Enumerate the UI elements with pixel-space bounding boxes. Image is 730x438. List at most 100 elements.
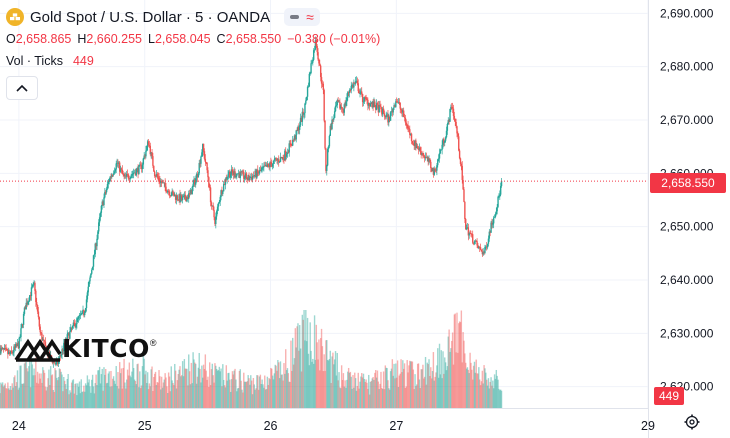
volume-bar	[355, 390, 358, 408]
volume-bar	[245, 382, 248, 408]
volume-bar	[412, 369, 415, 408]
volume-bar	[84, 391, 86, 408]
y-tick-label: 2,630.000	[660, 326, 714, 340]
candle-body	[20, 328, 22, 338]
candle-body	[168, 191, 171, 196]
candle-body	[404, 117, 407, 123]
volume-bar	[438, 343, 441, 408]
volume-bar	[316, 342, 318, 408]
candle-body	[212, 205, 214, 211]
volume-bar	[65, 388, 68, 408]
volume-bar	[349, 371, 352, 408]
volume-bar	[133, 379, 136, 408]
candle-body	[180, 195, 182, 202]
volume-bar	[472, 365, 475, 408]
candle-body	[90, 273, 92, 278]
candle-body	[400, 108, 402, 110]
volume-bar	[368, 374, 370, 408]
candle-body	[335, 105, 338, 106]
candle-body	[451, 106, 453, 108]
volume-bar	[447, 336, 449, 408]
volume-bar	[102, 390, 104, 408]
volume-bar	[340, 365, 343, 408]
volume-bar	[416, 363, 419, 408]
volume-bar	[430, 367, 432, 408]
candle-body	[91, 266, 94, 270]
candle-body	[159, 180, 161, 183]
candle-body	[286, 152, 289, 155]
volume-bar	[213, 382, 215, 408]
volume-bar	[74, 384, 76, 408]
candle-body	[387, 114, 389, 123]
volume-bar	[318, 339, 320, 408]
candle-body	[338, 101, 340, 103]
candle-body	[423, 156, 426, 159]
collapse-legend-button[interactable]	[6, 76, 38, 100]
volume-bar	[388, 388, 390, 408]
candle-body	[216, 206, 219, 212]
candle-body	[174, 194, 177, 200]
volume-bar	[370, 380, 373, 408]
volume-bar	[142, 355, 145, 408]
candle-body	[1, 347, 3, 349]
candle-body	[326, 149, 329, 166]
candle-body	[221, 190, 223, 194]
volume-bar	[304, 340, 306, 408]
candle-body	[19, 337, 21, 338]
volume-bar	[359, 381, 361, 408]
time-axis[interactable]: 24 25 26 27 29	[0, 408, 655, 434]
candle-body	[487, 238, 490, 244]
volume-bar	[153, 373, 156, 408]
candle-body	[143, 155, 145, 159]
volume-bar	[72, 379, 75, 408]
candle-body	[181, 195, 183, 201]
candle-body	[68, 332, 70, 339]
candle-body	[111, 174, 113, 177]
volume-bar	[450, 348, 452, 408]
candle-body	[214, 217, 216, 224]
volume-bar	[474, 372, 477, 408]
volume-bar	[340, 388, 342, 408]
volume-bar	[306, 317, 309, 408]
candle-body	[460, 163, 463, 166]
candle-body	[372, 101, 374, 108]
volume-bar	[321, 346, 324, 408]
volume-bar	[75, 383, 77, 408]
volume-bar	[495, 369, 498, 408]
volume-bar	[114, 383, 117, 408]
symbol-title[interactable]: Gold Spot / U.S. Dollar · 5 · OANDA	[30, 8, 271, 26]
candle-body	[444, 140, 446, 143]
candle-body	[63, 342, 66, 344]
volume-bar	[99, 383, 102, 408]
volume-bar	[302, 319, 304, 408]
volume-bar	[10, 389, 13, 408]
candle-body	[192, 184, 194, 187]
price-axis[interactable]: 2,690.0002,680.0002,670.0002,660.0002,65…	[648, 0, 714, 438]
volume-bar	[278, 362, 280, 408]
market-status-pill[interactable]: ≈	[284, 8, 320, 26]
volume-bar	[125, 388, 127, 408]
candle-body	[381, 109, 383, 115]
chart-settings-button[interactable]	[682, 412, 702, 432]
candle-body	[407, 125, 409, 129]
volume-bar	[483, 365, 485, 408]
candle-body	[106, 183, 109, 189]
volume-label[interactable]: Vol · Ticks	[6, 54, 63, 68]
gold-bars-icon[interactable]	[6, 8, 24, 26]
volume-bar	[202, 377, 204, 408]
candle-body	[125, 174, 128, 177]
volume-bar	[499, 390, 501, 408]
candle-body	[64, 338, 67, 344]
volume-bar	[333, 359, 336, 408]
volume-bar	[165, 377, 167, 408]
candle-body	[105, 188, 108, 193]
volume-bar	[303, 310, 305, 408]
candle-body	[229, 171, 231, 178]
volume-bar	[283, 363, 285, 408]
candle-body	[331, 119, 333, 129]
volume-bar	[195, 383, 198, 408]
candle-body	[125, 175, 127, 177]
volume-bar	[410, 361, 413, 408]
